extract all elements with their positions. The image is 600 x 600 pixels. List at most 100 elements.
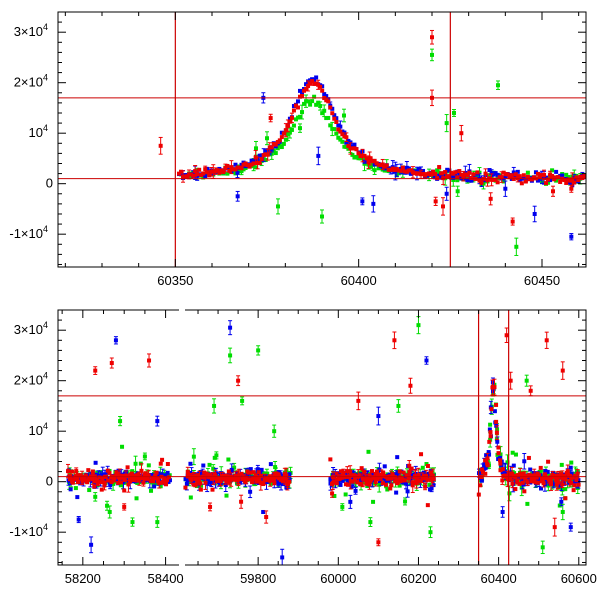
red-point (215, 168, 220, 173)
red-point (261, 153, 266, 158)
red-point (515, 480, 520, 485)
blue-point (115, 477, 120, 482)
blue-point (201, 463, 206, 468)
red-point (332, 479, 337, 484)
red-point (75, 476, 80, 481)
green-point (569, 460, 574, 465)
red-point (166, 475, 171, 480)
red-point (578, 174, 583, 179)
bottom-axes-frame (57, 309, 587, 566)
red-point (239, 166, 244, 171)
green-point (473, 173, 478, 178)
blue-point (108, 483, 113, 488)
red-point (259, 157, 264, 162)
red-point (370, 469, 375, 474)
green-point (564, 172, 569, 177)
red-point (350, 479, 355, 484)
red-point (366, 160, 371, 165)
red-point (396, 168, 401, 173)
red-point (69, 469, 74, 474)
blue-point (513, 174, 518, 179)
axis-break (179, 563, 185, 567)
green-point (87, 488, 92, 493)
green-point (435, 168, 440, 173)
red-point (276, 472, 281, 477)
blue-point (429, 486, 434, 491)
red-point (488, 430, 493, 435)
red-point (201, 171, 206, 176)
red-point (401, 470, 406, 475)
red-point (505, 172, 510, 177)
red-point (111, 475, 116, 480)
green-point (420, 465, 425, 470)
red-point (507, 175, 512, 180)
green-point (525, 170, 530, 175)
blue-point (492, 409, 497, 414)
red-point (513, 172, 518, 177)
red-point (154, 470, 159, 475)
red-point (453, 170, 458, 175)
red-point (548, 172, 553, 177)
blue-point (239, 162, 244, 167)
red-point (356, 151, 361, 156)
green-outlier (430, 52, 434, 57)
blue-point (479, 478, 484, 483)
red-outlier (544, 338, 549, 343)
red-point (449, 170, 454, 175)
blue-point (149, 472, 154, 477)
red-point (126, 482, 131, 487)
red-point (208, 472, 213, 477)
blue-outlier (235, 194, 240, 199)
red-point (283, 476, 288, 481)
red-point (564, 180, 569, 185)
red-point (423, 476, 428, 481)
red-outlier (508, 378, 513, 383)
blue-point (487, 168, 492, 173)
red-point (277, 138, 282, 143)
green-outlier (240, 398, 245, 403)
red-point (568, 474, 573, 479)
red-point (139, 468, 144, 473)
green-point (310, 99, 315, 104)
red-point (513, 475, 518, 480)
red-point (340, 132, 345, 137)
blue-point (568, 465, 573, 470)
red-point (489, 407, 494, 412)
red-point (548, 477, 553, 482)
red-outlier (488, 196, 493, 201)
red-point (106, 478, 111, 483)
blue-point (100, 472, 105, 477)
red-point (151, 479, 156, 484)
blue-point (336, 123, 341, 128)
red-point (267, 145, 272, 150)
blue-point (328, 477, 333, 482)
green-point (283, 137, 288, 142)
red-point (330, 491, 335, 496)
red-outlier (268, 116, 273, 121)
red-point (384, 163, 389, 168)
red-point (429, 172, 434, 177)
red-point (372, 158, 377, 163)
red-point (183, 174, 188, 179)
red-point (445, 174, 450, 179)
red-point (281, 131, 286, 136)
blue-point (495, 439, 500, 444)
green-point (293, 117, 298, 122)
red-point (568, 178, 573, 183)
red-point (334, 481, 339, 486)
red-point (274, 475, 279, 480)
red-point (404, 169, 409, 174)
red-outlier (236, 378, 241, 383)
red-point (522, 489, 527, 494)
red-point (507, 477, 512, 482)
red-point (494, 419, 499, 424)
red-point (416, 478, 421, 483)
green-point (232, 465, 237, 470)
red-point (257, 161, 262, 166)
red-point (402, 478, 407, 483)
red-point (423, 173, 428, 178)
red-point (537, 473, 542, 478)
green-point (118, 483, 123, 488)
